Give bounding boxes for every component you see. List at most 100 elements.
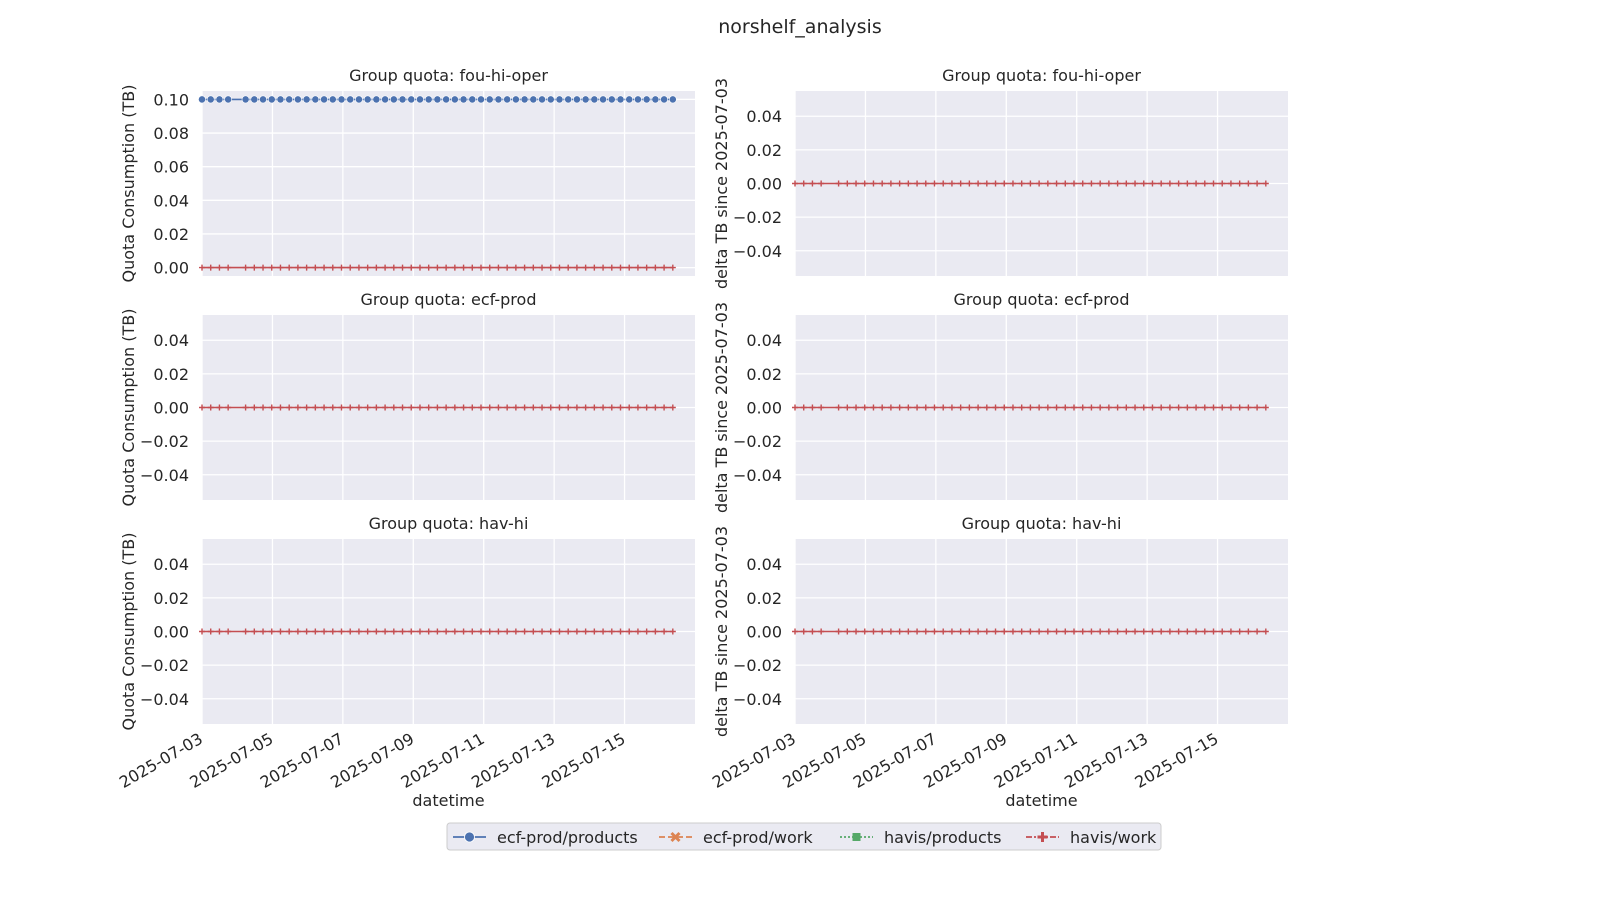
data-point [268, 404, 275, 411]
data-point [792, 404, 798, 411]
data-point [1123, 628, 1130, 635]
data-point [478, 264, 485, 271]
data-point [1114, 628, 1121, 635]
subplot-title: Group quota: fou-hi-oper [942, 66, 1141, 85]
data-point [521, 404, 528, 411]
data-point [1149, 404, 1156, 411]
data-point [652, 404, 659, 411]
y-tick-label: 0.00 [153, 259, 189, 278]
data-point [1071, 180, 1077, 187]
data-point [983, 404, 990, 411]
data-point [573, 404, 580, 411]
data-point [818, 628, 825, 635]
plot-area [202, 91, 695, 276]
data-point [242, 628, 249, 635]
data-point [478, 628, 485, 635]
data-point [1158, 628, 1165, 635]
data-point [660, 95, 668, 104]
data-point [600, 264, 607, 271]
data-point [975, 628, 982, 635]
data-point [643, 264, 650, 271]
data-point [1210, 404, 1217, 411]
data-point [879, 628, 886, 635]
legend-label: ecf-prod/work [703, 828, 813, 847]
y-tick-label: 0.02 [746, 141, 782, 160]
data-point [1227, 628, 1234, 635]
data-point [1105, 404, 1112, 411]
data-point [276, 95, 285, 104]
data-point [940, 628, 947, 635]
data-point [303, 628, 310, 635]
data-point [511, 95, 520, 104]
data-point [206, 95, 215, 104]
series-havis-work [792, 404, 1269, 411]
figure-title: norshelf_analysis [718, 16, 882, 38]
data-point [853, 404, 860, 411]
series-havis-work [792, 180, 1269, 187]
data-point [931, 180, 938, 187]
y-tick-label: 0.02 [153, 225, 189, 244]
data-point [922, 404, 929, 411]
data-point [556, 264, 563, 271]
data-point [861, 404, 868, 411]
data-point [652, 264, 659, 271]
data-point [364, 264, 371, 271]
data-point [582, 264, 589, 271]
data-point [668, 95, 677, 104]
data-point [1262, 404, 1269, 411]
y-tick-label: −0.02 [733, 656, 782, 675]
data-point [844, 180, 851, 187]
data-point [992, 628, 999, 635]
data-point [1132, 180, 1139, 187]
data-point [512, 264, 519, 271]
data-point [469, 264, 476, 271]
data-point [495, 264, 502, 271]
y-tick-label: 0.02 [153, 365, 189, 384]
data-point [565, 404, 572, 411]
data-point [800, 404, 807, 411]
data-point [1062, 628, 1069, 635]
data-point [1079, 180, 1086, 187]
data-point [669, 404, 676, 411]
data-point [347, 628, 354, 635]
data-point [225, 628, 232, 635]
legend-item-havis-work: havis/work [1026, 828, 1157, 847]
data-point [364, 404, 371, 411]
data-point [355, 628, 362, 635]
data-point [626, 404, 633, 411]
legend-item-ecf-prod-products: ecf-prod/products [453, 828, 638, 847]
data-point [1027, 404, 1034, 411]
data-point [1140, 404, 1147, 411]
data-point [434, 264, 441, 271]
data-point [364, 628, 371, 635]
data-point [1027, 628, 1034, 635]
data-point [922, 180, 929, 187]
data-point [608, 264, 615, 271]
data-point [347, 264, 354, 271]
data-point [1001, 180, 1008, 187]
data-point [1227, 404, 1234, 411]
y-axis-label: delta TB since 2025-07-03 [712, 526, 731, 737]
data-point [634, 264, 641, 271]
data-point [1088, 180, 1095, 187]
data-point [1201, 404, 1208, 411]
data-point [591, 264, 598, 271]
legend-frame [446, 822, 1162, 851]
data-point [643, 628, 650, 635]
data-point [1088, 404, 1095, 411]
data-point [207, 404, 214, 411]
data-point [433, 95, 442, 104]
data-point [1044, 628, 1051, 635]
data-point [539, 628, 546, 635]
data-point [408, 404, 415, 411]
y-tick-label: 0.06 [153, 158, 189, 177]
data-point [199, 404, 205, 411]
data-point [844, 628, 851, 635]
data-point [407, 95, 416, 104]
data-point [286, 628, 293, 635]
data-point [564, 95, 573, 104]
data-point [1001, 404, 1008, 411]
y-tick-label: −0.04 [733, 690, 782, 709]
